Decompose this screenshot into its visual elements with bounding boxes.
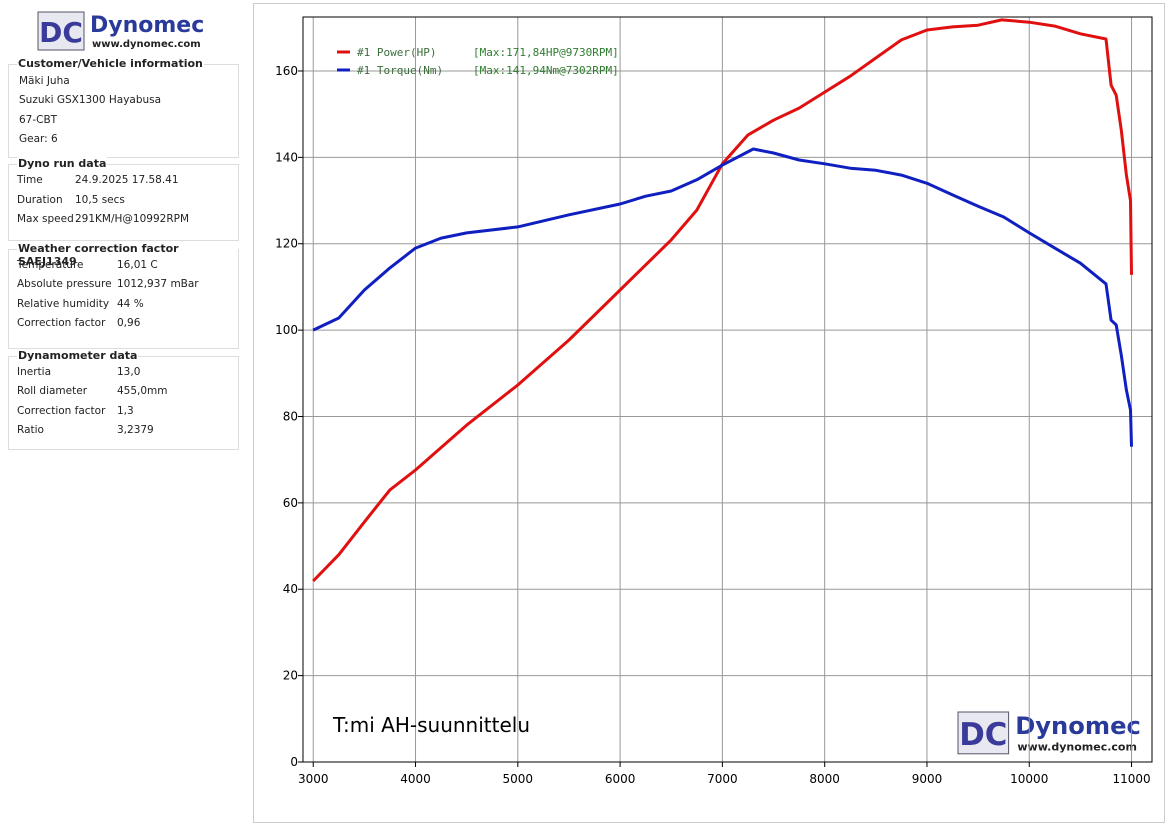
info-label: Suzuki GSX1300 Hayabusa (19, 94, 162, 107)
legend-label: #1 Torque(Nm) (357, 64, 443, 77)
logo-box (37, 11, 85, 51)
y-tick-label: 20 (283, 669, 298, 683)
info-label: 67-CBT (19, 113, 58, 126)
section-title: Weather correction factor SAEJ1349 (17, 242, 238, 268)
logo-mark: DC (39, 16, 83, 49)
info-section: Customer/Vehicle information Mäki Juha Suz… (8, 57, 239, 158)
y-tick-label: 100 (275, 323, 298, 337)
x-tick-label: 9000 (912, 772, 943, 786)
logo-url: www.dynomec.com (92, 39, 201, 50)
x-tick-label: 8000 (809, 772, 840, 786)
series-line (312, 147, 1133, 447)
info-section: Dynamometer data Inertia 13,0 Roll diameter… (8, 349, 239, 450)
info-label: Mäki Juha (19, 75, 70, 87)
logo-url: www.dynomec.com (1017, 741, 1137, 754)
legend-label: #1 Power(HP) (357, 46, 436, 59)
x-tick-label: 10000 (1010, 772, 1048, 786)
section-title: Dynamometer data (17, 349, 139, 362)
legend-max: [Max:141,94Nm@7302RPM] (473, 64, 619, 77)
info-label: Time (17, 174, 43, 186)
x-tick-label: 7000 (707, 772, 738, 786)
y-tick-label: 80 (283, 409, 298, 423)
y-tick-label: 120 (275, 237, 298, 251)
x-tick-label: 6000 (605, 772, 636, 786)
info-label: Max speed (17, 213, 74, 225)
chart-frame (253, 3, 1165, 823)
info-value: 0,96 (117, 316, 141, 329)
info-value: 10,5 secs (75, 193, 125, 206)
x-tick-label: 4000 (400, 772, 431, 786)
logo-name: Dynomec (90, 13, 204, 38)
info-label: Correction factor (17, 404, 106, 417)
info-section: Dyno run data Time 24.9.2025 17.58.41 Durat… (8, 157, 239, 241)
logo-mark: DC (959, 717, 1007, 753)
info-label: Gear: 6 (19, 132, 58, 145)
y-tick-label: 160 (275, 64, 298, 78)
x-tick-label: 3000 (298, 772, 329, 786)
section-title: Customer/Vehicle information (17, 57, 204, 70)
plot-area (302, 16, 1153, 763)
info-label: Temperature (17, 259, 84, 271)
section-title: Dyno run data (17, 157, 108, 170)
info-label: Duration (17, 193, 63, 206)
info-value: 13,0 (117, 366, 141, 378)
info-label: Correction factor (17, 316, 106, 329)
info-label: Roll diameter (17, 385, 88, 398)
info-value: 24.9.2025 17.58.41 (75, 174, 179, 186)
y-tick-label: 60 (283, 496, 298, 510)
info-value: 16,01 C (117, 259, 158, 271)
info-value: 44 % (117, 297, 144, 310)
legend-max: [Max:171,84HP@9730RPM] (473, 46, 619, 59)
info-value: 3,2379 (117, 423, 154, 436)
y-tick-label: 0 (290, 755, 298, 769)
logo-name: Dynomec (1015, 712, 1141, 740)
info-value: 1,3 (117, 404, 134, 417)
info-label: Relative humidity (17, 297, 110, 310)
info-value: 1012,937 mBar (117, 278, 199, 291)
series-line (312, 18, 1133, 583)
annotation: T:mi AH-suunnittelu (332, 713, 530, 737)
x-tick-label: 5000 (503, 772, 534, 786)
info-label: Absolute pressure (17, 278, 112, 291)
y-tick-label: 140 (275, 150, 298, 164)
x-tick-label: 11000 (1112, 772, 1150, 786)
y-tick-label: 40 (283, 582, 298, 596)
info-value: 291KM/H@10992RPM (75, 213, 190, 225)
logo-box (957, 711, 1010, 755)
info-label: Inertia (17, 366, 51, 378)
info-value: 455,0mm (117, 385, 168, 398)
info-label: Ratio (17, 423, 44, 436)
info-section: Weather correction factor SAEJ1349 Temper… (8, 242, 239, 349)
